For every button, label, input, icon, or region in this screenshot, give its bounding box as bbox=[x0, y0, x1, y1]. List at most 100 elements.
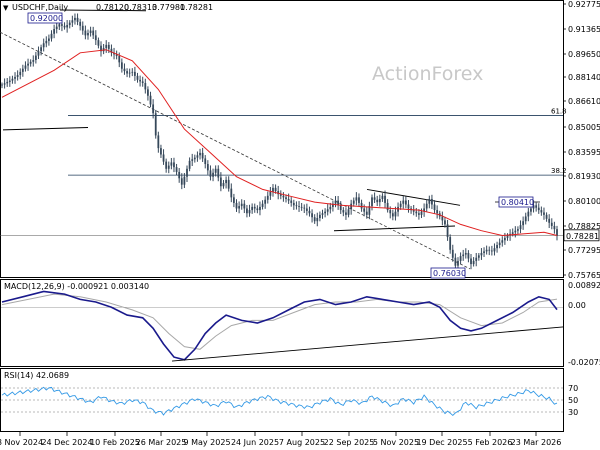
x-tick-label: 24 Jun 2025 bbox=[231, 438, 279, 447]
candle-body bbox=[376, 199, 379, 203]
candle-body bbox=[40, 47, 42, 52]
y-tick-label: 0.85005 bbox=[568, 123, 600, 132]
candle-body bbox=[477, 255, 480, 258]
candle-body bbox=[311, 213, 313, 218]
high-label: 0.92000 bbox=[30, 14, 63, 23]
candle-body bbox=[305, 208, 308, 211]
rsi-y-tick-label: 50 bbox=[568, 396, 578, 405]
candle-body bbox=[454, 257, 457, 266]
candle-body bbox=[50, 33, 53, 39]
candle-body bbox=[235, 202, 238, 209]
candle-body bbox=[37, 51, 40, 56]
candle-body bbox=[431, 198, 433, 205]
candle-body bbox=[128, 72, 131, 74]
support-line bbox=[2, 126, 89, 131]
candle-body bbox=[199, 152, 201, 156]
candle-body bbox=[212, 172, 214, 177]
candle-body bbox=[535, 205, 538, 208]
y-tick-label: 0.86610 bbox=[568, 97, 600, 106]
candle-body bbox=[3, 83, 6, 85]
candle-body bbox=[332, 203, 334, 207]
candle-body bbox=[298, 206, 300, 207]
resistance-label: 0.80410 bbox=[501, 198, 534, 207]
candle-body bbox=[480, 252, 483, 256]
candle-body bbox=[19, 71, 22, 76]
candle-body bbox=[399, 203, 402, 207]
ohlc-high: 0.78313 bbox=[124, 3, 157, 12]
candle-body bbox=[553, 225, 556, 230]
low-label-box bbox=[430, 267, 466, 279]
candle-body bbox=[238, 206, 241, 209]
candle-body bbox=[316, 218, 319, 222]
candle-body bbox=[373, 197, 376, 200]
candle-body bbox=[14, 76, 16, 79]
candle-body bbox=[29, 61, 32, 64]
y-tick-label: 0.81930 bbox=[568, 172, 600, 181]
candle-body bbox=[277, 191, 280, 195]
candle-body bbox=[423, 208, 426, 212]
candle-body bbox=[141, 81, 144, 84]
ohlc-low: 0.77981 bbox=[152, 3, 185, 12]
candle-body bbox=[251, 206, 254, 211]
candle-body bbox=[71, 20, 74, 23]
y-tick-label: 0.88140 bbox=[568, 73, 600, 82]
candle-body bbox=[274, 187, 277, 192]
candle-body bbox=[363, 208, 366, 212]
candle-body bbox=[295, 205, 298, 207]
candle-body bbox=[545, 214, 548, 219]
macd-panel bbox=[0, 279, 564, 367]
candle-body bbox=[441, 216, 444, 221]
x-tick-label: 9 May 2025 bbox=[183, 438, 230, 447]
candle-body bbox=[248, 210, 251, 214]
candle-body bbox=[246, 208, 248, 214]
candle-body bbox=[287, 198, 290, 201]
candle-body bbox=[402, 200, 405, 204]
collapse-triangle-icon[interactable]: ▼ bbox=[3, 4, 9, 12]
candle-body bbox=[446, 224, 449, 238]
candle-body bbox=[120, 62, 123, 69]
candle-body bbox=[92, 30, 95, 36]
candle-body bbox=[74, 17, 76, 21]
candle-body bbox=[548, 218, 551, 223]
candle-body bbox=[381, 195, 384, 199]
candle-body bbox=[279, 194, 282, 196]
candle-body bbox=[378, 198, 381, 203]
candle-body bbox=[84, 30, 87, 36]
candle-body bbox=[61, 24, 63, 26]
resistance-label-box bbox=[498, 196, 534, 208]
candle-body bbox=[537, 207, 540, 211]
candle-body bbox=[493, 248, 496, 252]
candle-body bbox=[11, 78, 14, 81]
y-tick-label: 0.78825 bbox=[568, 222, 600, 231]
candle-body bbox=[225, 179, 227, 184]
candle-body bbox=[233, 197, 235, 203]
low-label: 0.76030 bbox=[433, 269, 466, 278]
triangle-lower-line bbox=[333, 225, 456, 232]
candle-body bbox=[21, 68, 24, 72]
macd-title: MACD(12,26,9) -0.000921 0.003140 bbox=[4, 282, 149, 291]
candle-body bbox=[342, 210, 345, 213]
rsi-plot: 70 50 30 bbox=[1, 384, 578, 417]
candle-body bbox=[451, 249, 454, 258]
candle-body bbox=[360, 202, 363, 209]
candle-body bbox=[467, 252, 470, 259]
macd-signal-line bbox=[1, 293, 558, 350]
candle-body bbox=[27, 63, 29, 66]
candle-body bbox=[68, 22, 71, 26]
candle-body bbox=[87, 32, 89, 36]
candle-body bbox=[94, 35, 97, 41]
candle-body bbox=[532, 205, 535, 209]
candle-body bbox=[24, 65, 27, 69]
candle-body bbox=[133, 71, 136, 76]
dashed-trendline bbox=[0, 31, 471, 270]
candle-body bbox=[32, 59, 35, 62]
rsi-line bbox=[1, 386, 558, 417]
candle-body bbox=[326, 209, 329, 212]
high-line bbox=[59, 9, 147, 12]
candle-body bbox=[63, 25, 66, 28]
ohlc-open: 0.78120 bbox=[96, 3, 129, 12]
candle-body bbox=[259, 206, 261, 211]
candle-body bbox=[428, 198, 431, 204]
